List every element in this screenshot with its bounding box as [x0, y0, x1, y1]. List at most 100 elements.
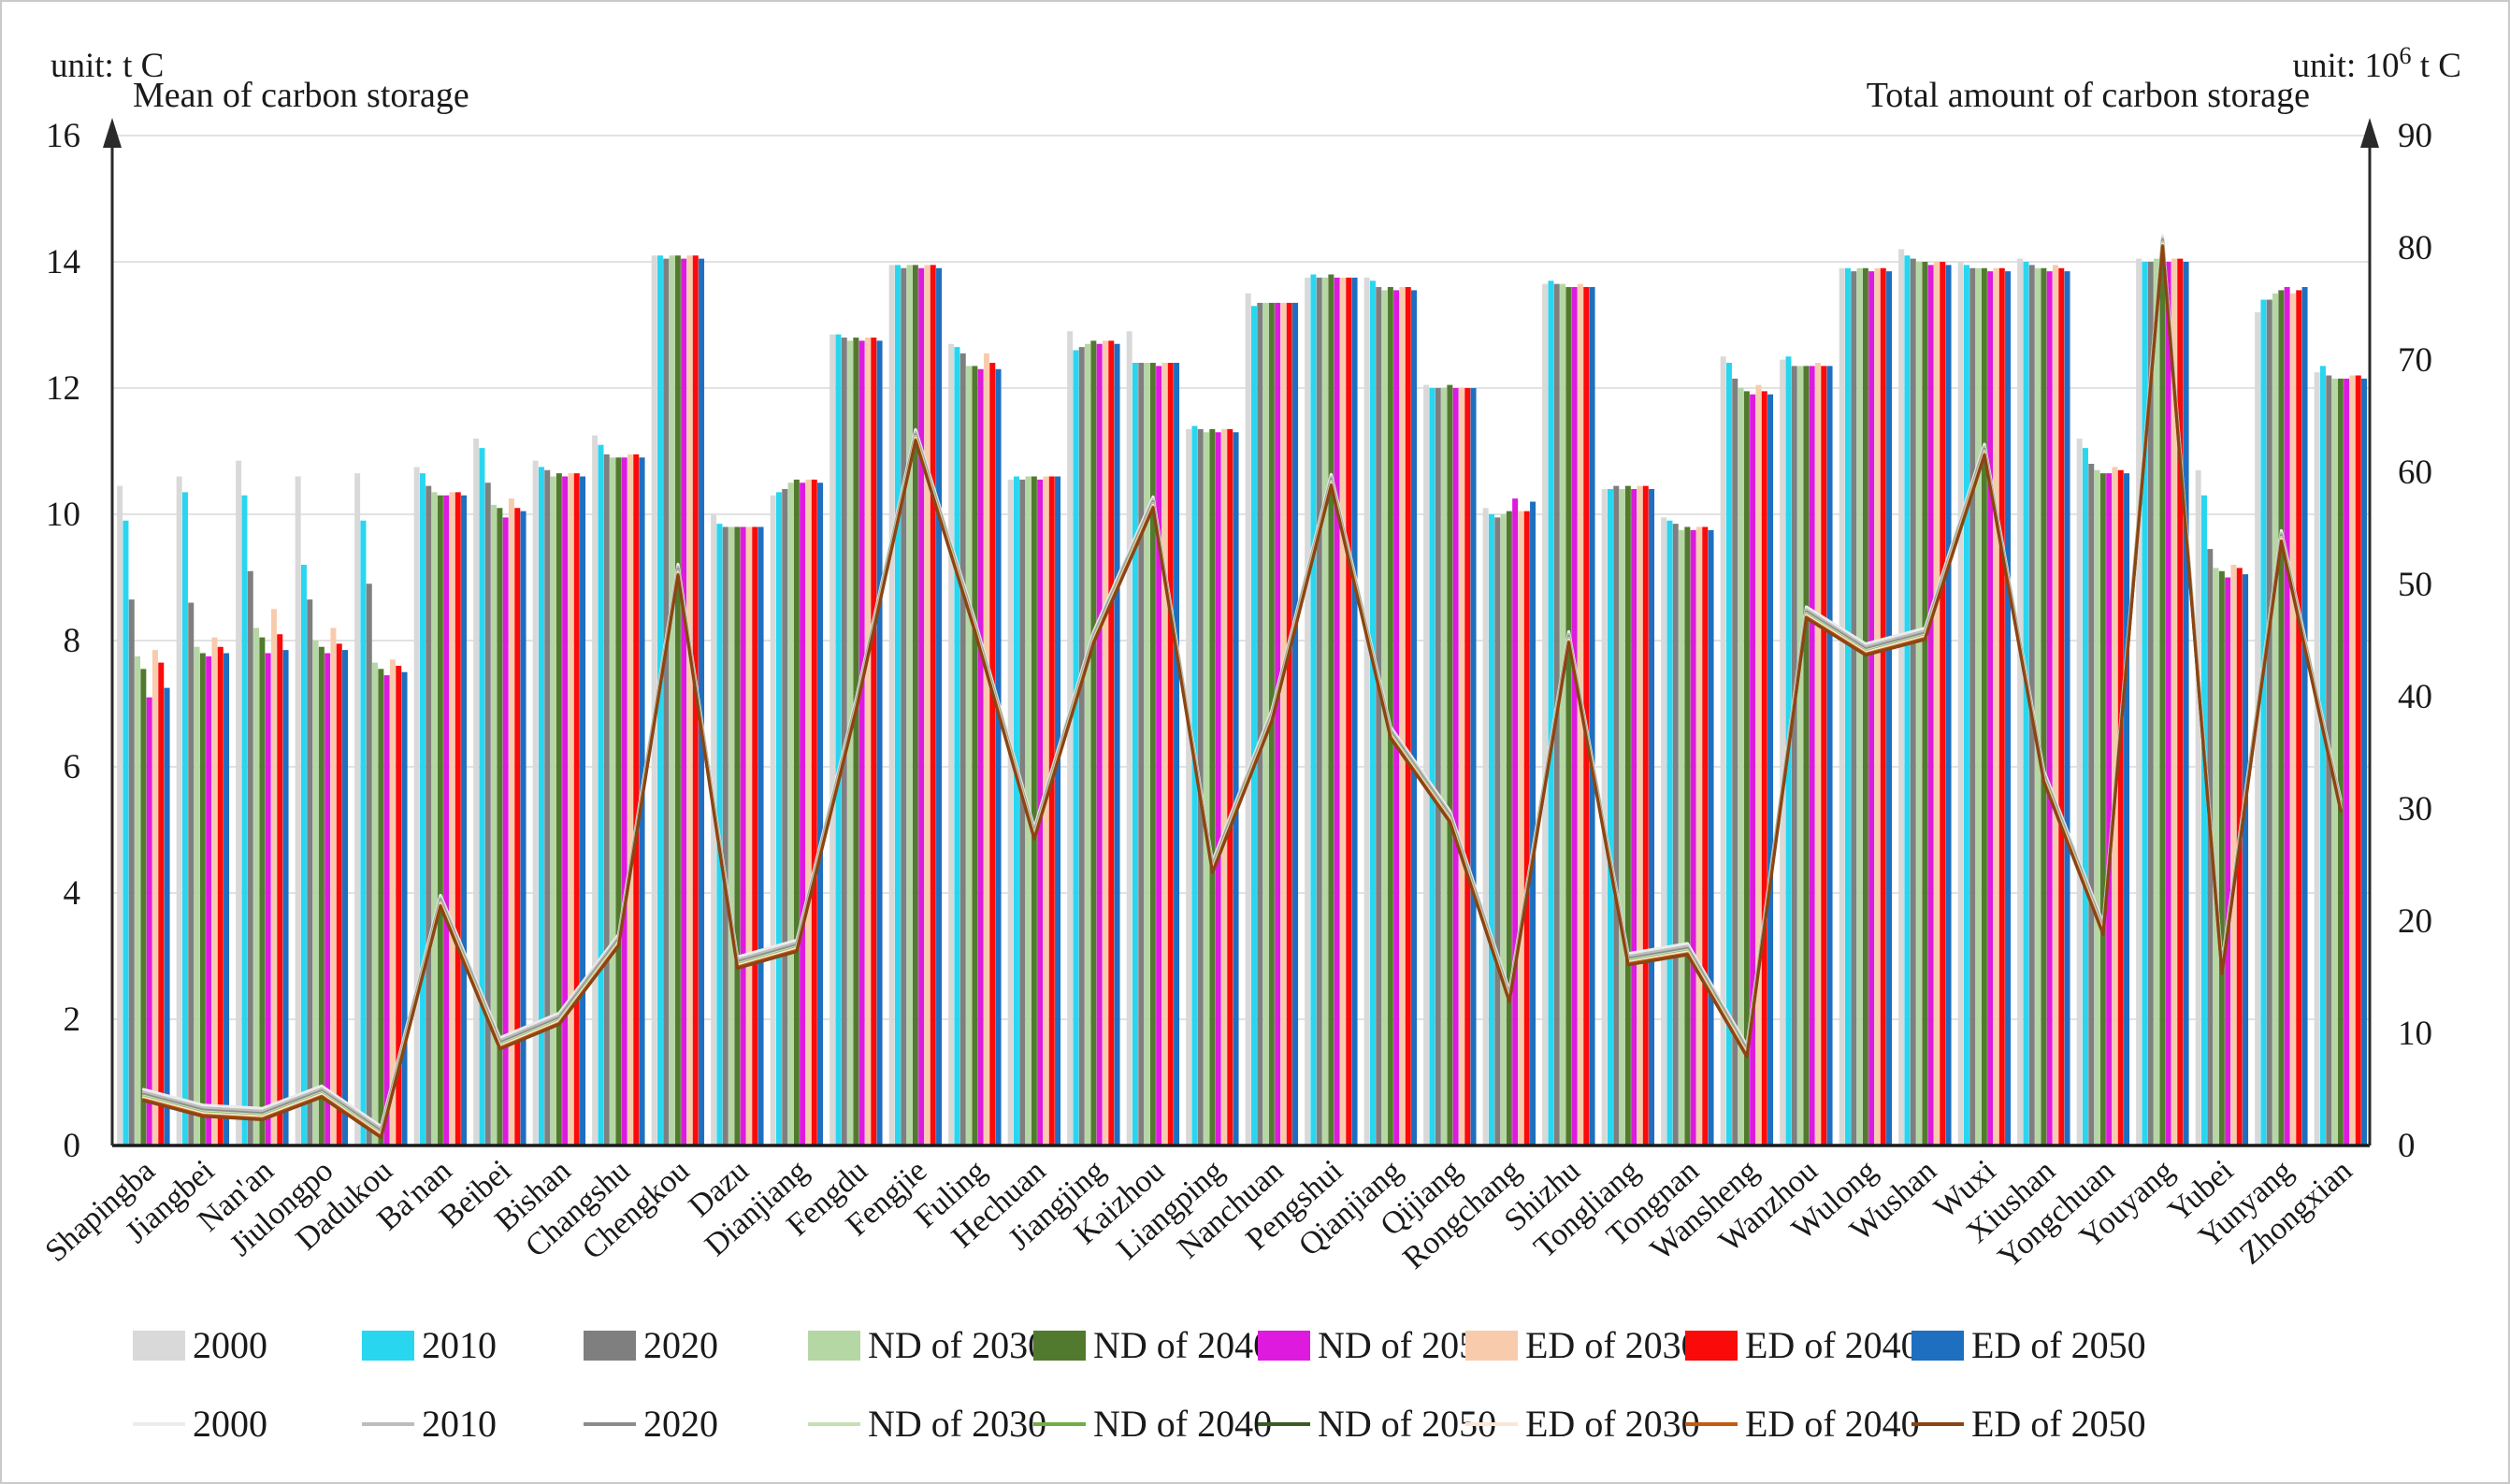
legend-line-label: 2020	[643, 1403, 718, 1445]
bar	[236, 460, 242, 1145]
bar	[538, 467, 544, 1145]
bar	[282, 650, 289, 1145]
legend-bar-label: 2020	[643, 1324, 718, 1366]
bar	[948, 343, 955, 1145]
bar	[1102, 340, 1108, 1145]
bar	[2355, 375, 2361, 1145]
left-axis-tick-label: 6	[64, 748, 81, 786]
bar	[1666, 520, 1673, 1145]
bar	[1826, 366, 1833, 1145]
bar	[1138, 363, 1145, 1145]
bar	[983, 353, 989, 1145]
bar	[247, 570, 253, 1145]
bar	[2154, 258, 2160, 1145]
bar	[1571, 287, 1578, 1145]
bar	[740, 526, 746, 1145]
bar	[2200, 495, 2207, 1145]
bar	[1257, 302, 1263, 1145]
bar	[1363, 277, 1370, 1145]
legend-line-label: ED of 2030	[1525, 1403, 1700, 1445]
bar	[1803, 366, 1810, 1145]
legend-bar-label: ND of 2040	[1093, 1324, 1272, 1366]
line-series-2020	[141, 238, 2343, 1133]
bar	[752, 526, 758, 1145]
bar	[1031, 476, 1037, 1145]
bar	[669, 255, 675, 1145]
bar	[2035, 267, 2041, 1145]
bar	[757, 526, 764, 1145]
bar	[2094, 469, 2100, 1145]
bar	[1073, 350, 1079, 1145]
bar	[1695, 526, 1702, 1145]
bar	[811, 479, 817, 1145]
bar	[1447, 384, 1453, 1145]
bar	[1174, 363, 1180, 1145]
bar	[1019, 479, 1026, 1145]
bar	[1957, 262, 1964, 1145]
bar	[1987, 271, 1994, 1145]
bar	[366, 584, 372, 1145]
bar	[1743, 391, 1750, 1145]
bar	[1250, 306, 1257, 1145]
left-axis-line-arrow-icon	[103, 118, 122, 148]
bar	[454, 492, 461, 1145]
bar	[164, 687, 170, 1145]
legend-bar-label: ED of 2040	[1745, 1324, 1920, 1366]
bar	[793, 479, 800, 1145]
bar	[360, 520, 367, 1145]
bar	[1500, 514, 1507, 1145]
bar	[2023, 262, 2029, 1145]
bar	[2124, 473, 2130, 1145]
bar	[1013, 476, 1019, 1145]
bar	[1227, 428, 1233, 1145]
left-axis-tick-label: 8	[64, 622, 81, 660]
bar	[354, 473, 361, 1145]
bar	[1975, 267, 1982, 1145]
legend-bar-swatch-ND of 2050	[1258, 1331, 1310, 1361]
legend-bar-label: 2010	[422, 1324, 497, 1366]
legend-bar-swatch-ED of 2030	[1465, 1331, 1518, 1361]
bar	[1114, 343, 1120, 1145]
bar	[1933, 262, 1940, 1145]
bar	[1862, 267, 1868, 1145]
legend-bar-swatch-ED of 2050	[1911, 1331, 1964, 1361]
bar	[342, 650, 349, 1145]
bar	[888, 265, 895, 1145]
right-axis-tick-label: 90	[2398, 117, 2432, 155]
bar	[484, 483, 491, 1145]
left-axis-title: Mean of carbon storage	[133, 76, 469, 115]
bar	[135, 656, 141, 1145]
bar	[805, 479, 812, 1145]
bar	[2349, 375, 2356, 1145]
bar	[1470, 388, 1477, 1145]
bar	[1732, 378, 1738, 1145]
bar	[745, 526, 752, 1145]
bar	[2207, 549, 2214, 1145]
bar	[1750, 394, 1756, 1145]
legend-line-label: ED of 2040	[1745, 1403, 1920, 1445]
bar	[206, 656, 212, 1145]
bar	[1904, 255, 1911, 1145]
bar	[2225, 577, 2231, 1145]
bar	[2058, 267, 2065, 1145]
bar	[1292, 302, 1299, 1145]
bar	[389, 659, 396, 1145]
bar	[633, 454, 640, 1145]
bar	[176, 476, 182, 1145]
bar	[1387, 287, 1393, 1145]
bar	[2195, 469, 2201, 1145]
bar	[2159, 258, 2166, 1145]
bar	[2106, 473, 2113, 1145]
bar	[972, 366, 978, 1145]
bar	[1411, 290, 1418, 1145]
legend-line-label: ND of 2040	[1093, 1403, 1272, 1445]
bar	[217, 646, 224, 1145]
bar	[491, 504, 498, 1145]
bar	[1048, 476, 1055, 1145]
bar	[1435, 388, 1441, 1145]
bar	[995, 368, 1002, 1145]
legend-bar-swatch-2020	[584, 1331, 636, 1361]
bar	[734, 526, 741, 1145]
bar	[151, 650, 158, 1145]
bar	[2230, 565, 2237, 1145]
